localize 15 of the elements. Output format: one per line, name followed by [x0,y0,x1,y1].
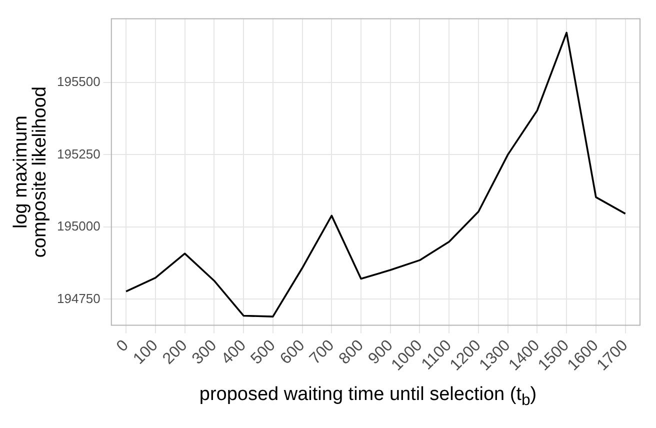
y-tick-label: 195250 [56,146,100,162]
x-tick-label: 300 [189,336,220,368]
y-tick-label: 195500 [56,74,100,89]
y-tick-label: 194750 [56,290,100,306]
x-tick-label: 0 [114,336,132,356]
y-axis-title: log maximum composite likelihood [10,86,51,258]
x-tick-label: 200 [160,336,191,368]
x-tick-label: 500 [248,336,279,368]
x-tick-label: 100 [130,336,162,368]
x-tick-label: 400 [218,336,250,368]
x-axis-title: proposed waiting time until selection (t$_{b}$) [198,384,538,410]
x-tick-label: 600 [277,336,308,368]
y-tick-label: 195000 [56,218,100,234]
x-tick-label: 800 [336,336,368,368]
x-tick-label: 700 [306,336,338,368]
